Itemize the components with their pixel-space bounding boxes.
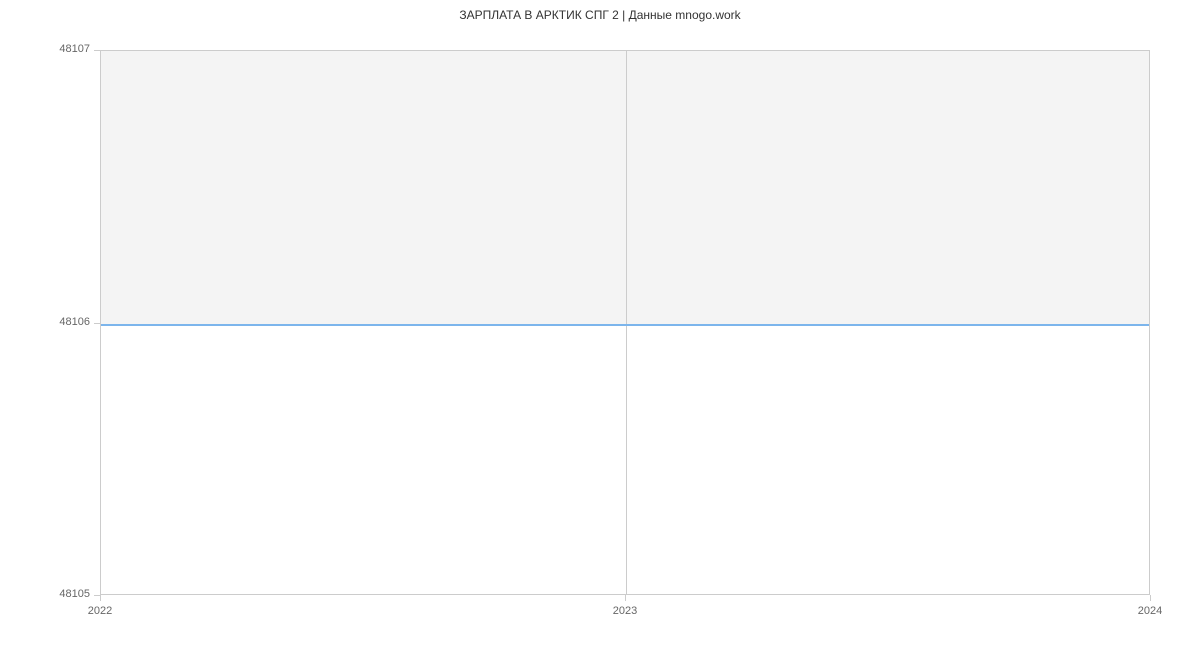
chart-title: ЗАРПЛАТА В АРКТИК СПГ 2 | Данные mnogo.w… [0,8,1200,22]
plot-band [101,51,1149,324]
x-tick-label: 2023 [613,605,637,617]
y-tick-label: 48107 [59,43,90,55]
series-line [101,324,1149,326]
chart-container: { "chart": { "type": "line", "title": "З… [0,0,1200,650]
plot-area [100,50,1150,595]
y-tick-label: 48105 [59,588,90,600]
y-tick-label: 48106 [59,316,90,328]
x-tick-label: 2022 [88,605,112,617]
x-tick-label: 2024 [1138,605,1162,617]
grid-line [626,51,627,594]
